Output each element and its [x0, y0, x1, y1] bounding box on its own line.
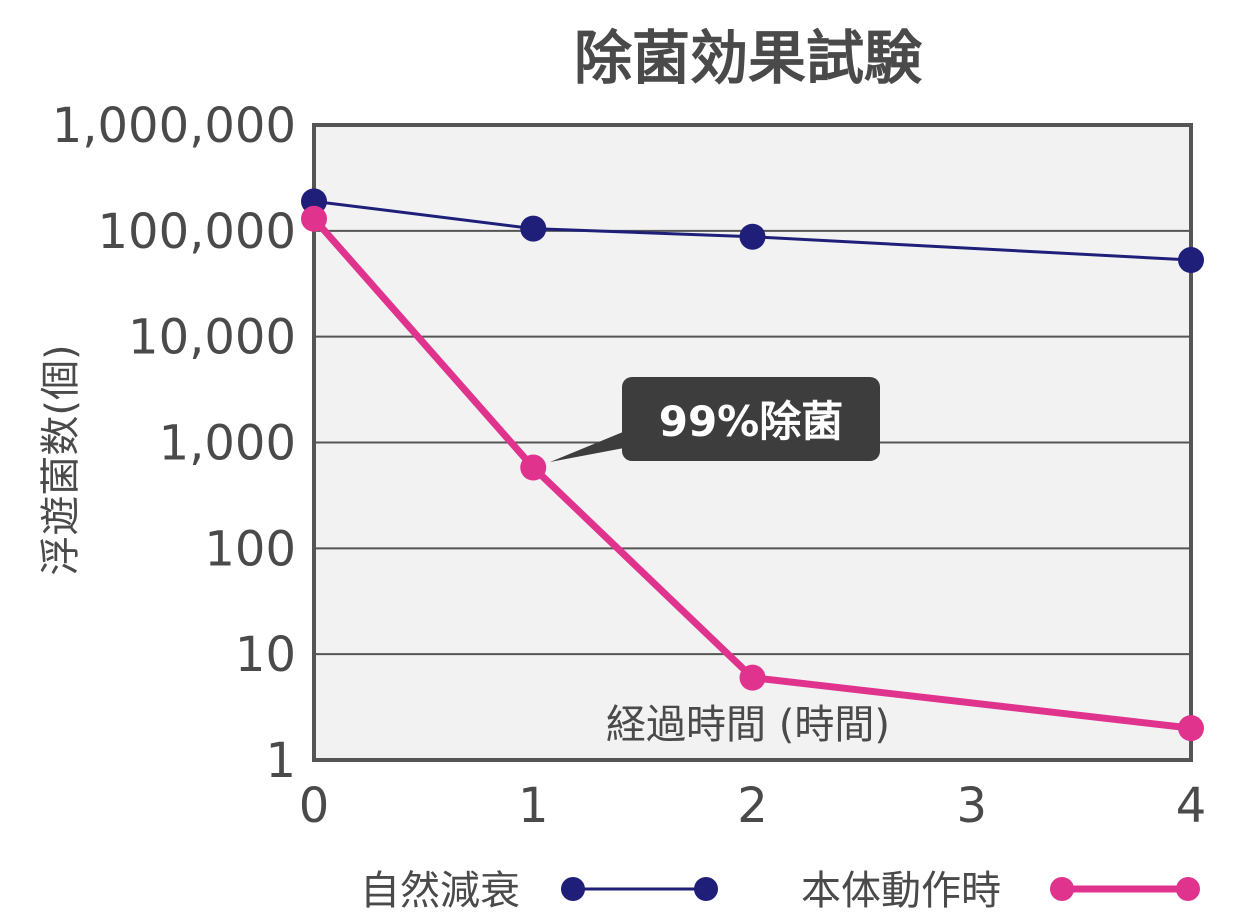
- x-tick-label: 1: [518, 778, 549, 834]
- series-layer: [301, 188, 1204, 742]
- y-axis-ticks: 1 10 100 1,000 10,000 100,000 1,000,000: [52, 98, 296, 789]
- chart-title: 除菌効果試験: [574, 24, 923, 92]
- x-axis-ticks: 0 1 2 3 4: [299, 778, 1207, 834]
- x-axis-label: 経過時間 (時間): [606, 702, 890, 748]
- series-line: [311, 216, 1192, 732]
- y-tick-label: 1,000,000: [52, 98, 296, 154]
- legend: 自然減衰 本体動作時: [360, 868, 1200, 914]
- y-tick-label: 100,000: [98, 204, 297, 260]
- legend-marker-device-on-right: [1176, 877, 1200, 901]
- callout-99-percent: 99%除菌: [550, 377, 880, 462]
- callout-text: 99%除菌: [659, 397, 844, 446]
- legend-marker-natural-decay-right: [694, 877, 718, 901]
- data-point: [520, 454, 547, 481]
- data-point: [1178, 715, 1204, 742]
- y-tick-label: 10,000: [128, 310, 296, 366]
- data-point: [1178, 247, 1204, 274]
- y-axis-label: 浮遊菌数(個): [38, 344, 84, 575]
- legend-marker-device-on-left: [1050, 877, 1074, 901]
- x-tick-label: 4: [1176, 778, 1207, 834]
- series-0: [301, 188, 1204, 274]
- y-tick-label: 10: [235, 627, 296, 683]
- y-tick-label: 1,000: [159, 416, 296, 472]
- data-point: [739, 664, 766, 691]
- callout-box: [622, 377, 880, 461]
- series-line: [313, 199, 1192, 262]
- callout-pointer: [550, 425, 640, 462]
- data-point: [520, 215, 547, 242]
- plot-frame: [312, 123, 1193, 762]
- series-1: [301, 205, 1204, 742]
- legend-label-natural-decay: 自然減衰: [360, 868, 520, 914]
- legend-marker-natural-decay-left: [561, 877, 585, 901]
- x-tick-label: 0: [299, 778, 330, 834]
- data-point: [739, 223, 766, 250]
- legend-label-device-on: 本体動作時: [801, 868, 1001, 914]
- data-point: [301, 205, 327, 232]
- y-tick-label: 100: [204, 521, 296, 577]
- y-tick-label: 1: [265, 733, 296, 789]
- x-tick-label: 3: [956, 778, 987, 834]
- x-tick-label: 2: [737, 778, 768, 834]
